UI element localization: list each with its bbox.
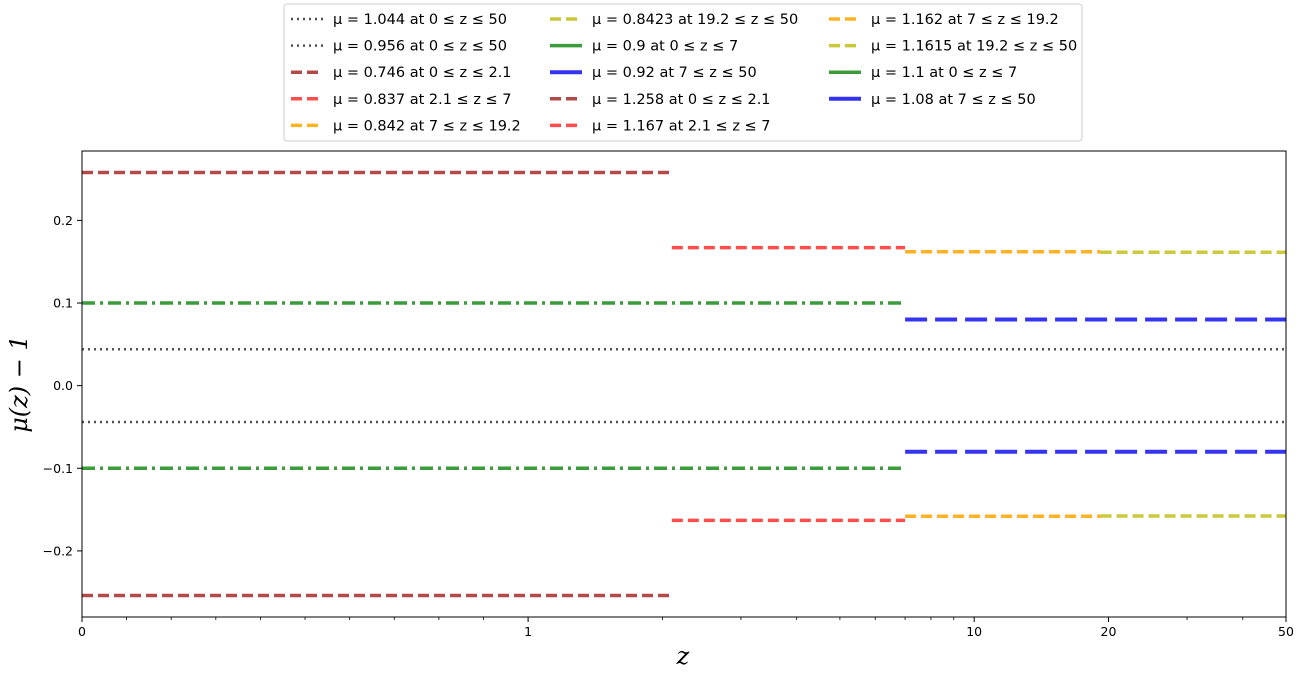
plot-frame xyxy=(81,150,1287,618)
y-tick-label: 0.0 xyxy=(53,378,73,393)
plot-area xyxy=(82,151,1286,617)
legend-entry-label: μ = 1.044 at 0 ≤ z ≤ 50 xyxy=(333,12,507,28)
y-axis-label: μ(z) − 1 xyxy=(5,335,33,433)
legend: μ = 1.044 at 0 ≤ z ≤ 50 μ = 0.956 at 0 ≤ … xyxy=(283,3,1083,142)
x-tick-label: 20 xyxy=(1101,624,1117,639)
legend-entry-label: μ = 1.1 at 0 ≤ z ≤ 7 xyxy=(871,65,1017,81)
y-tick-label: 0.2 xyxy=(53,213,73,228)
legend-box xyxy=(283,3,1083,142)
x-tick-label: 50 xyxy=(1278,624,1294,639)
legend-entry-label: μ = 1.167 at 2.1 ≤ z ≤ 7 xyxy=(592,118,771,134)
legend-entry-label: μ = 0.837 at 2.1 ≤ z ≤ 7 xyxy=(333,92,512,108)
x-tick-label: 10 xyxy=(966,624,982,639)
legend-entry-label: μ = 0.842 at 7 ≤ z ≤ 19.2 xyxy=(333,118,521,134)
x-axis: 0 1 10 20 50 xyxy=(78,617,1294,639)
legend-entry-label: μ = 1.1615 at 19.2 ≤ z ≤ 50 xyxy=(871,39,1077,55)
legend-entry-label: μ = 1.258 at 0 ≤ z ≤ 2.1 xyxy=(592,92,771,108)
legend-entry-label: μ = 0.9 at 0 ≤ z ≤ 7 xyxy=(592,39,738,55)
legend-entry-label: μ = 1.162 at 7 ≤ z ≤ 19.2 xyxy=(871,12,1059,28)
series-layer xyxy=(82,170,1286,598)
legend-entry-label: μ = 0.92 at 7 ≤ z ≤ 50 xyxy=(592,65,757,81)
legend-entry-label: μ = 0.956 at 0 ≤ z ≤ 50 xyxy=(333,39,507,55)
y-tick-label: −0.2 xyxy=(43,543,73,558)
legend-entry-label: μ = 0.8423 at 19.2 ≤ z ≤ 50 xyxy=(592,12,798,28)
x-tick-label: 0 xyxy=(78,624,86,639)
y-tick-label: 0.1 xyxy=(53,296,73,311)
legend-entry-label: μ = 0.746 at 0 ≤ z ≤ 2.1 xyxy=(333,65,512,81)
x-tick-label: 1 xyxy=(524,624,532,639)
y-axis: 0.2 0.1 0.0 −0.1 −0.2 xyxy=(43,213,82,558)
legend-entry-label: μ = 1.08 at 7 ≤ z ≤ 50 xyxy=(871,92,1036,108)
x-axis-label: z xyxy=(676,642,690,670)
y-tick-label: −0.1 xyxy=(43,461,73,476)
